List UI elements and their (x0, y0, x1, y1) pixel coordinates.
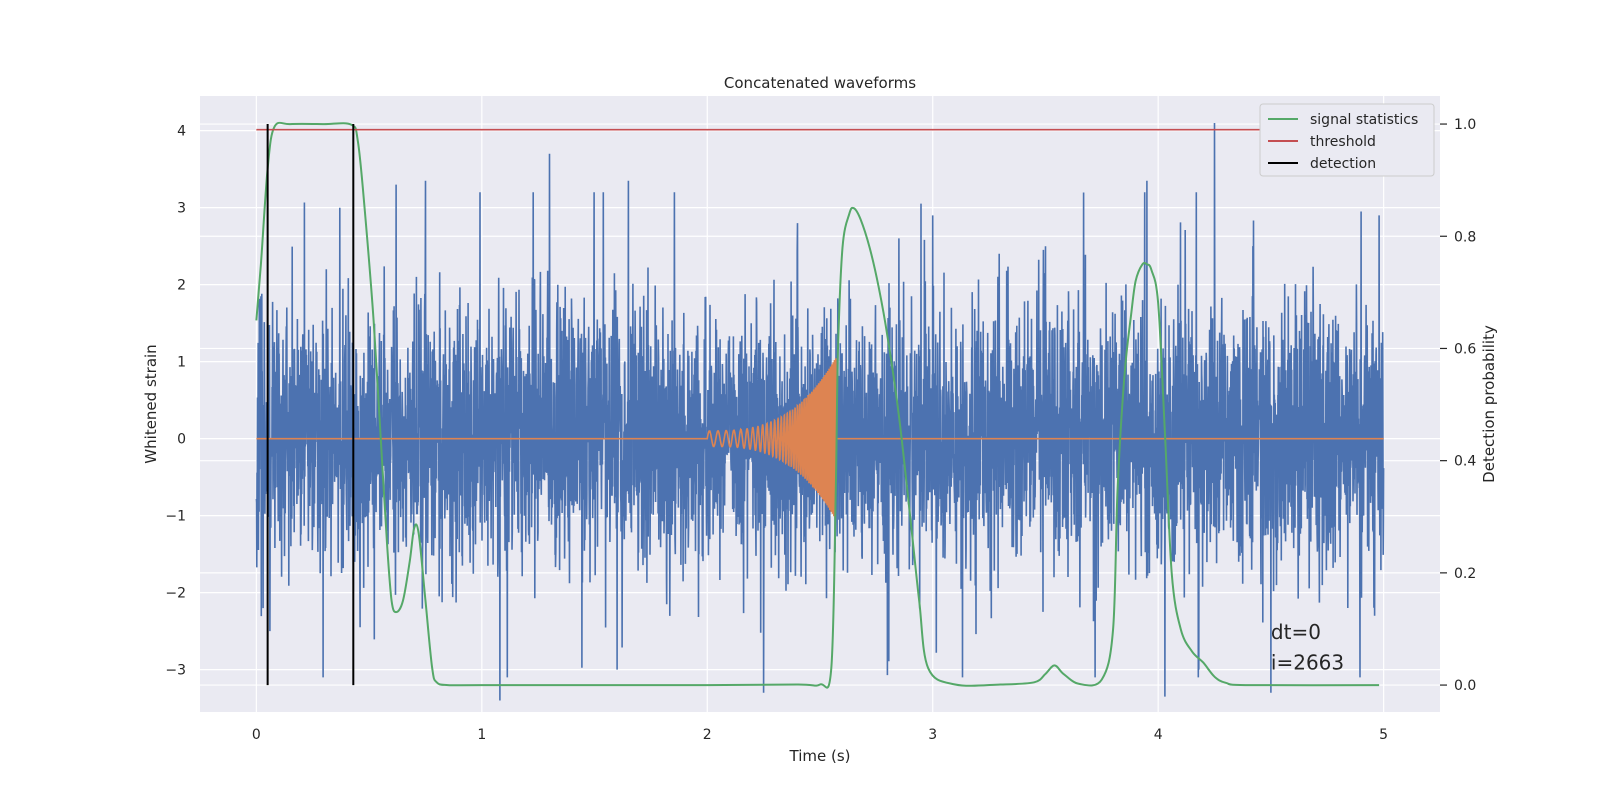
y-tick-label: 0 (177, 432, 186, 448)
y-tick-label: 4 (177, 124, 186, 140)
legend: signal statistics threshold detection (1259, 103, 1435, 177)
x-tick-label: 2 (703, 727, 712, 743)
x-tick-label: 5 (1379, 727, 1388, 743)
annotation-text: i=2663 (1271, 651, 1344, 675)
y2-tick-label: 0.8 (1454, 229, 1476, 245)
y-tick-label: 1 (177, 355, 186, 371)
x-tick-label: 1 (477, 727, 486, 743)
y-tick-label: −1 (165, 509, 186, 525)
detection-lines (266, 124, 355, 686)
y-axis-ticks: −3 −2 −1 0 1 2 3 4 (165, 124, 186, 679)
whitened-strain-line (255, 122, 1385, 701)
legend-box (1259, 103, 1435, 177)
plot-area (255, 121, 1385, 701)
y-tick-label: −2 (165, 586, 186, 602)
annotation-text: dt=0 (1271, 620, 1321, 644)
y2-tick-label: 0.6 (1454, 341, 1476, 357)
y2-axis-ticks: 0.0 0.2 0.4 0.6 0.8 1.0 (1440, 117, 1476, 694)
x-tick-label: 0 (252, 727, 261, 743)
y-tick-label: −3 (165, 663, 186, 679)
y2-tick-label: 1.0 (1454, 117, 1476, 133)
y2-tick-label: 0.4 (1454, 454, 1476, 470)
x-axis-ticks: 0 1 2 3 4 5 (252, 727, 1388, 743)
chart-title: Concatenated waveforms (724, 74, 916, 92)
y-axis-label: Whitened strain (142, 344, 160, 463)
y2-axis-label: Detection probability (1480, 325, 1498, 483)
signal-statistics-line (255, 121, 1380, 689)
x-tick-label: 3 (928, 727, 937, 743)
y2-tick-label: 0.2 (1454, 566, 1476, 582)
y-tick-label: 3 (177, 201, 186, 217)
template-chirp-line (256, 358, 1384, 519)
x-axis-label: Time (s) (789, 747, 851, 765)
y2-tick-label: 0.0 (1454, 678, 1476, 694)
legend-label: threshold (1310, 134, 1376, 150)
legend-label: detection (1310, 156, 1376, 172)
y-tick-label: 2 (177, 278, 186, 294)
annotations: dt=0 i=2663 (1271, 620, 1344, 675)
x-tick-label: 4 (1154, 727, 1163, 743)
legend-label: signal statistics (1310, 112, 1418, 128)
